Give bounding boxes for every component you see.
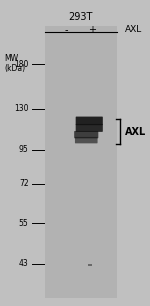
Bar bbox=[88, 264, 92, 266]
Text: MW
(kDa): MW (kDa) bbox=[4, 54, 26, 73]
FancyBboxPatch shape bbox=[76, 117, 103, 125]
Text: 55: 55 bbox=[19, 219, 28, 228]
Text: 43: 43 bbox=[19, 259, 28, 268]
Text: AXL: AXL bbox=[124, 25, 142, 35]
Text: AXL: AXL bbox=[124, 127, 146, 136]
Text: 180: 180 bbox=[14, 60, 28, 69]
Text: -: - bbox=[65, 25, 69, 35]
Text: 293T: 293T bbox=[68, 12, 92, 22]
Bar bbox=[45, 26, 117, 298]
FancyBboxPatch shape bbox=[75, 137, 98, 143]
Text: 72: 72 bbox=[19, 179, 28, 188]
FancyBboxPatch shape bbox=[74, 131, 98, 138]
FancyBboxPatch shape bbox=[76, 124, 103, 132]
Text: 130: 130 bbox=[14, 104, 28, 113]
Text: +: + bbox=[88, 25, 96, 35]
Text: 95: 95 bbox=[19, 145, 28, 155]
